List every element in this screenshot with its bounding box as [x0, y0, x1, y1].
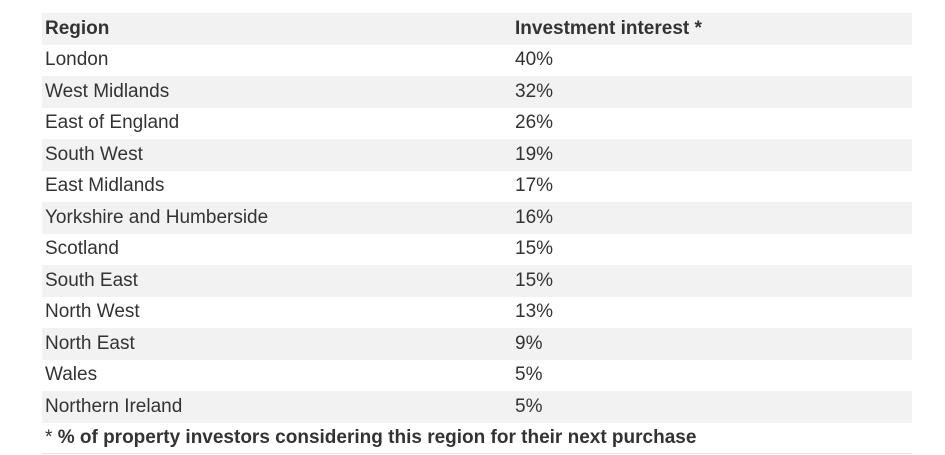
region-cell: North East: [45, 332, 135, 354]
table-row: North East 9%: [42, 328, 912, 360]
interest-cell: 16%: [515, 206, 554, 228]
investment-interest-table: Region Investment interest * London 40% …: [42, 13, 912, 423]
region-cell: Scotland: [45, 238, 119, 260]
interest-cell: 40%: [515, 49, 554, 71]
region-cell: West Midlands: [45, 80, 170, 102]
table-row: North West 13%: [42, 296, 912, 328]
interest-cell: 19%: [515, 143, 554, 165]
table-row: Yorkshire and Humberside 16%: [42, 202, 912, 234]
footnote-marker: *: [45, 426, 58, 448]
interest-cell: 5%: [515, 364, 543, 386]
interest-cell: 17%: [515, 175, 554, 197]
interest-cell: 5%: [515, 395, 543, 417]
footnote-text: % of property investors considering this…: [57, 426, 697, 448]
region-cell: Wales: [45, 364, 98, 386]
interest-cell: 26%: [515, 112, 554, 134]
interest-cell: 32%: [515, 80, 554, 102]
investment-table-container: Region Investment interest * London 40% …: [42, 13, 912, 454]
table-header: Region Investment interest *: [42, 13, 912, 45]
column-header-investment-interest: Investment interest *: [515, 17, 702, 39]
region-cell: South East: [45, 269, 138, 291]
table-row: South West 19%: [42, 139, 912, 171]
interest-cell: 15%: [515, 269, 554, 291]
table-row: West Midlands 32%: [42, 76, 912, 108]
header-row: Region Investment interest *: [42, 13, 912, 45]
region-cell: Yorkshire and Humberside: [45, 206, 269, 228]
region-cell: Northern Ireland: [45, 395, 183, 417]
region-cell: North West: [45, 301, 140, 323]
table-row: East Midlands 17%: [42, 170, 912, 202]
column-header-region: Region: [45, 17, 110, 39]
region-cell: South West: [45, 143, 143, 165]
table-footnote: * % of property investors considering th…: [42, 423, 912, 454]
region-cell: East Midlands: [45, 175, 165, 197]
table-row: Wales 5%: [42, 359, 912, 391]
region-cell: London: [45, 49, 109, 71]
table-body: London 40% West Midlands 32% East of Eng…: [42, 44, 912, 423]
table-row: East of England 26%: [42, 107, 912, 139]
interest-cell: 13%: [515, 301, 554, 323]
table-row: London 40%: [42, 44, 912, 76]
table-row: South East 15%: [42, 265, 912, 297]
table-row: Northern Ireland 5%: [42, 391, 912, 423]
interest-cell: 15%: [515, 238, 554, 260]
table-row: Scotland 15%: [42, 233, 912, 265]
interest-cell: 9%: [515, 332, 543, 354]
region-cell: East of England: [45, 112, 180, 134]
